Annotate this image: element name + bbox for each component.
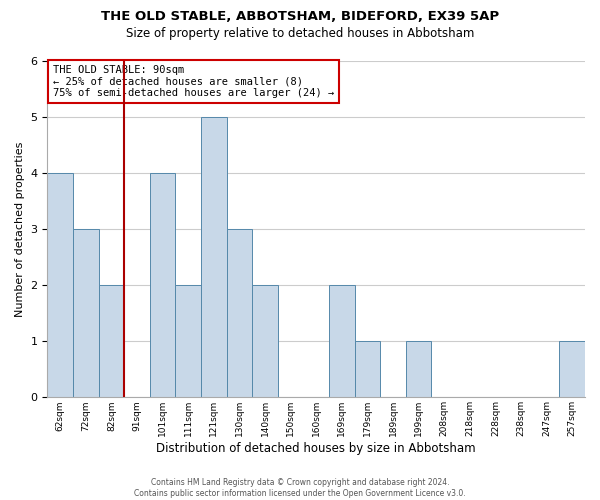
Bar xyxy=(329,286,355,398)
Text: THE OLD STABLE: 90sqm
← 25% of detached houses are smaller (8)
75% of semi-detac: THE OLD STABLE: 90sqm ← 25% of detached … xyxy=(53,65,334,98)
Bar xyxy=(73,230,98,398)
Bar xyxy=(252,286,278,398)
Bar xyxy=(201,118,227,398)
Y-axis label: Number of detached properties: Number of detached properties xyxy=(15,142,25,317)
Bar xyxy=(559,342,585,398)
Bar xyxy=(175,286,201,398)
Bar xyxy=(355,342,380,398)
Bar xyxy=(98,286,124,398)
Bar xyxy=(406,342,431,398)
X-axis label: Distribution of detached houses by size in Abbotsham: Distribution of detached houses by size … xyxy=(157,442,476,455)
Text: THE OLD STABLE, ABBOTSHAM, BIDEFORD, EX39 5AP: THE OLD STABLE, ABBOTSHAM, BIDEFORD, EX3… xyxy=(101,10,499,23)
Text: Size of property relative to detached houses in Abbotsham: Size of property relative to detached ho… xyxy=(126,28,474,40)
Bar xyxy=(227,230,252,398)
Text: Contains HM Land Registry data © Crown copyright and database right 2024.
Contai: Contains HM Land Registry data © Crown c… xyxy=(134,478,466,498)
Bar xyxy=(47,174,73,398)
Bar xyxy=(150,174,175,398)
